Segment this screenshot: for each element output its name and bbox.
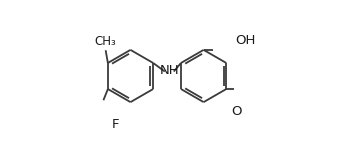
- Text: O: O: [231, 105, 242, 117]
- Text: OH: OH: [235, 35, 255, 47]
- Text: NH: NH: [159, 64, 179, 77]
- Text: F: F: [112, 118, 119, 131]
- Text: CH₃: CH₃: [94, 35, 116, 48]
